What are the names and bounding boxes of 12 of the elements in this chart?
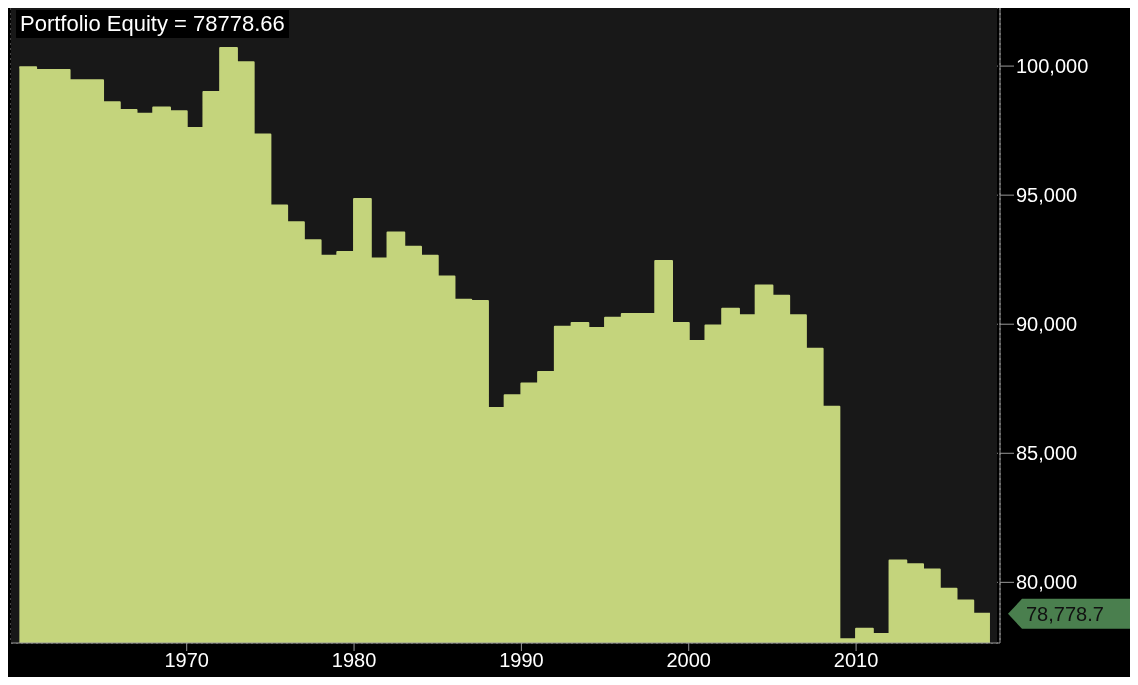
x-tick-label: 2010 <box>833 649 879 672</box>
text: 78,778.7 <box>1026 602 1104 625</box>
y-tick-label: 100,000 <box>1016 55 1089 78</box>
y-tick-label: 85,000 <box>1016 442 1078 465</box>
y-tick-label: 90,000 <box>1016 313 1078 336</box>
x-tick-label: 1970 <box>164 649 209 672</box>
x-tick-label: 2000 <box>666 649 711 672</box>
x-tick-label: 1980 <box>331 649 377 672</box>
y-tick-label: 95,000 <box>1016 184 1078 207</box>
x-tick-label: 1990 <box>499 649 544 672</box>
y-tick-label: 80,000 <box>1016 571 1078 594</box>
chart-title: Portfolio Equity = 78778.66 <box>16 10 289 38</box>
